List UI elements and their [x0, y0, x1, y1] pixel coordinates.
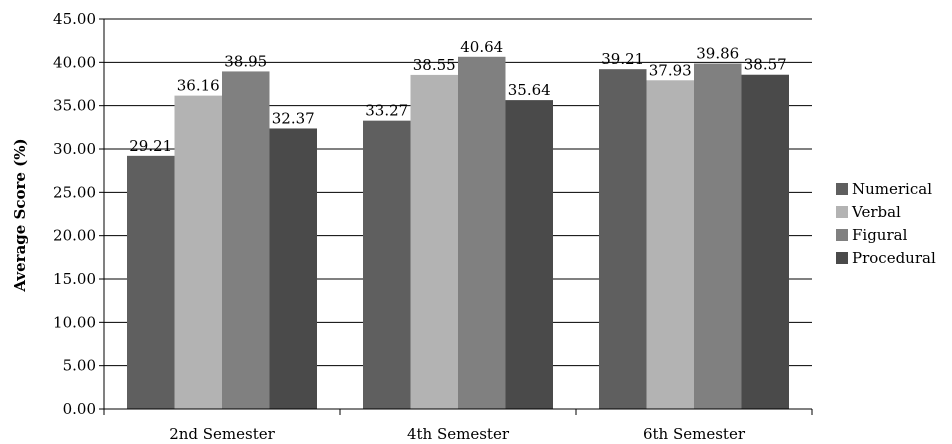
data-label: 32.37 — [272, 109, 315, 127]
legend: Numerical Verbal Figural Procedural — [836, 180, 936, 267]
bar-numerical-3 — [599, 69, 647, 410]
data-label: 29.21 — [129, 137, 172, 155]
y-tick-label: 25.00 — [53, 183, 96, 201]
legend-label: Figural — [852, 226, 908, 244]
bar-verbal-2 — [410, 74, 458, 410]
bar-verbal-3 — [646, 80, 694, 410]
y-tick-label: 15.00 — [53, 270, 96, 288]
data-label: 39.21 — [601, 50, 644, 68]
bar-procedural-2 — [505, 100, 553, 410]
y-tick-label: 5.00 — [63, 357, 96, 375]
data-label: 36.16 — [177, 77, 220, 95]
legend-swatch-procedural — [836, 252, 848, 264]
bar-figural-3 — [694, 63, 742, 410]
legend-label: Procedural — [852, 249, 936, 267]
y-tick-label: 35.00 — [53, 97, 96, 115]
data-label: 38.55 — [413, 56, 456, 74]
bar-procedural-3 — [741, 74, 789, 409]
bar-verbal-1 — [174, 95, 222, 409]
bar-figural-1 — [222, 71, 270, 409]
data-label: 39.86 — [696, 45, 739, 63]
y-tick-label: 20.00 — [53, 227, 96, 245]
x-category-label: 4th Semester — [407, 425, 510, 443]
y-axis-title: Average Score (%) — [11, 138, 29, 292]
legend-swatch-numerical — [836, 183, 848, 195]
y-tick-label: 45.00 — [53, 10, 96, 28]
bar-numerical-1 — [127, 155, 175, 409]
data-label: 40.64 — [460, 38, 503, 56]
y-tick-label: 10.00 — [53, 313, 96, 331]
bar-procedural-1 — [269, 128, 317, 409]
legend-swatch-verbal — [836, 206, 848, 218]
data-label: 35.64 — [508, 81, 551, 99]
axes: 0.00 5.00 10.00 15.00 20.00 25.00 30.00 35.00 40… — [53, 10, 813, 443]
y-tick-label: 40.00 — [53, 53, 96, 71]
bar-figural-2 — [458, 56, 506, 409]
legend-swatch-figural — [836, 229, 848, 241]
x-category-label: 6th Semester — [643, 425, 746, 443]
bars — [127, 56, 789, 410]
bar-numerical-2 — [363, 120, 411, 409]
y-tick-label: 0.00 — [63, 400, 96, 418]
y-tick-label: 30.00 — [53, 140, 96, 158]
legend-label: Verbal — [851, 203, 901, 221]
legend-label: Numerical — [852, 180, 932, 198]
data-label: 38.95 — [224, 52, 267, 70]
x-category-label: 2nd Semester — [169, 425, 275, 443]
data-label: 37.93 — [649, 61, 692, 79]
data-label: 38.57 — [744, 56, 787, 74]
data-label: 33.27 — [365, 102, 408, 120]
